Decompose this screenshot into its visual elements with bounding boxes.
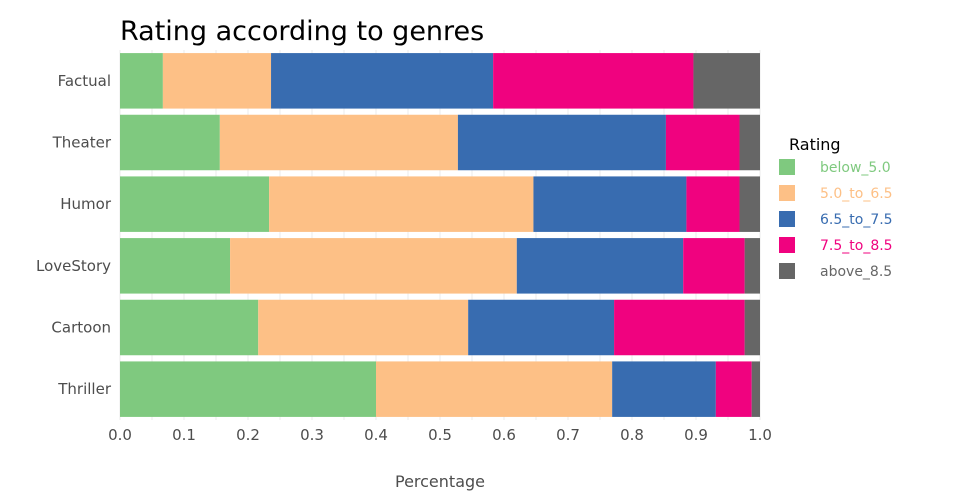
bar-segment — [739, 176, 760, 232]
category-label: Theater — [52, 134, 112, 152]
x-tick-label: 0.2 — [236, 426, 260, 444]
legend-label: 5.0_to_6.5 — [820, 186, 893, 202]
legend-swatch — [779, 263, 795, 279]
bar-segment — [376, 361, 613, 417]
x-tick-label: 0.4 — [364, 426, 388, 444]
bar-segment — [533, 176, 687, 232]
bar-segment — [683, 238, 745, 294]
x-tick-label: 0.7 — [556, 426, 580, 444]
bar-segment — [120, 361, 376, 417]
bar-segment — [120, 299, 259, 356]
category-label: Factual — [58, 72, 111, 90]
legend-label: above_8.5 — [820, 264, 892, 280]
category-label: LoveStory — [36, 257, 111, 275]
bar-segment — [715, 361, 752, 417]
bar-segment — [665, 114, 740, 171]
bar-segment — [120, 114, 220, 171]
bar-segment — [258, 299, 469, 356]
bar-segment — [120, 176, 270, 232]
bar-segment — [271, 53, 494, 109]
bar-segment — [751, 361, 760, 417]
bar-segment — [739, 114, 760, 171]
bar-segment — [744, 299, 760, 356]
legend: Rating below_5.0 5.0_to_6.5 6.5_to_7.5 7.5_… — [779, 135, 893, 280]
bar-segment — [269, 176, 534, 232]
category-label: Cartoon — [51, 319, 111, 337]
bar-segment — [493, 53, 694, 109]
bar-segment — [686, 176, 740, 232]
legend-swatch — [779, 159, 795, 175]
bars — [120, 53, 760, 417]
chart-title: Rating according to genres — [120, 16, 484, 47]
x-axis-label: Percentage — [395, 472, 485, 491]
category-label: Humor — [60, 195, 112, 213]
bar-segment — [516, 238, 684, 294]
bar-segment — [120, 238, 231, 294]
x-tick-label: 0.3 — [300, 426, 324, 444]
bar-segment — [693, 53, 760, 109]
category-label: Thriller — [57, 380, 112, 398]
bar-segment — [230, 238, 517, 294]
bar-segment — [162, 53, 272, 109]
bar-segment — [612, 361, 716, 417]
x-tick-label: 1.0 — [748, 426, 772, 444]
legend-title: Rating — [789, 135, 841, 154]
legend-swatch — [779, 211, 795, 227]
bar-segment — [120, 53, 163, 109]
bar-segment — [457, 114, 666, 171]
bar-segment — [219, 114, 458, 171]
bar-segment — [614, 299, 745, 356]
x-tick-label: 0.1 — [172, 426, 196, 444]
bar-segment — [744, 238, 760, 294]
legend-swatch — [779, 237, 795, 253]
x-tick-label: 0.8 — [620, 426, 644, 444]
x-tick-label: 0.6 — [492, 426, 516, 444]
category-labels: Factual Theater Humor LoveStory Cartoon Thril… — [36, 72, 112, 398]
grid — [119, 50, 761, 420]
legend-label: below_5.0 — [820, 160, 891, 176]
x-tick-label: 0.5 — [428, 426, 452, 444]
x-tick-label: 0.9 — [684, 426, 708, 444]
bar-segment — [468, 299, 615, 356]
x-tick-labels: 0.0 0.1 0.2 0.3 0.4 0.5 0.6 0.7 0.8 0.9 1.0 — [108, 426, 772, 444]
legend-swatch — [779, 185, 795, 201]
legend-label: 7.5_to_8.5 — [820, 238, 893, 254]
legend-label: 6.5_to_7.5 — [820, 212, 893, 228]
x-tick-label: 0.0 — [108, 426, 132, 444]
